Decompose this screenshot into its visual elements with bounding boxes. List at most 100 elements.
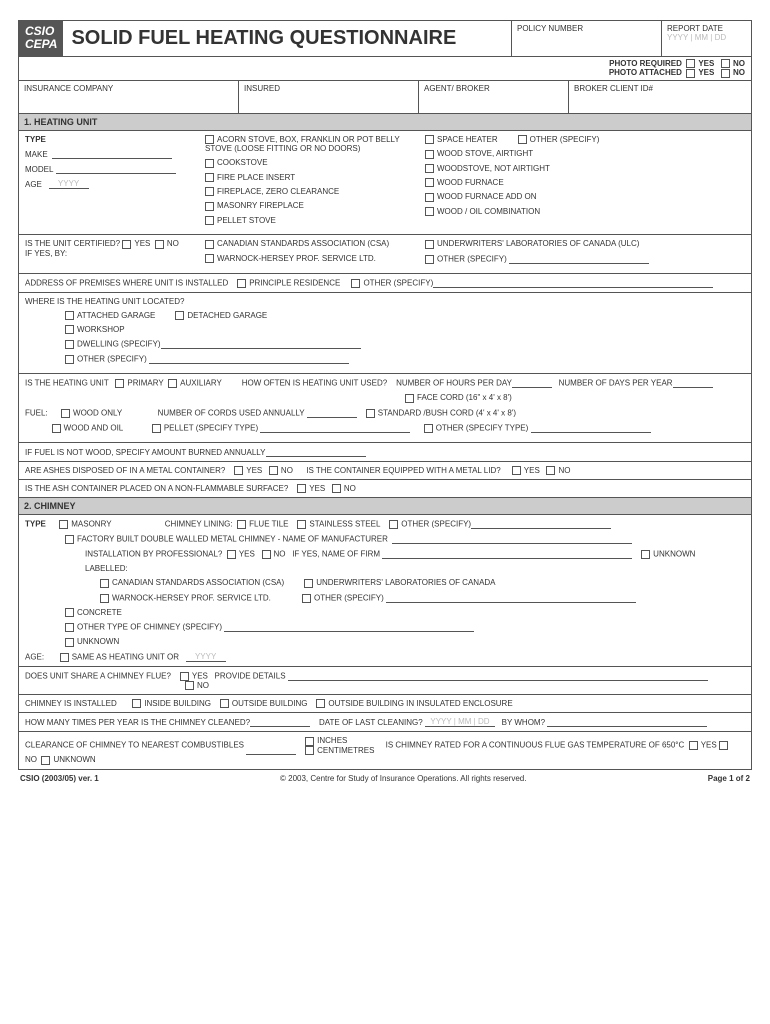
outside-ins-checkbox[interactable] bbox=[316, 699, 325, 708]
checkbox[interactable] bbox=[205, 135, 214, 144]
surface-no-checkbox[interactable] bbox=[332, 484, 341, 493]
other-chimney-checkbox[interactable] bbox=[65, 623, 74, 632]
same-as-checkbox[interactable] bbox=[60, 653, 69, 662]
checkbox[interactable] bbox=[425, 135, 434, 144]
times-input[interactable] bbox=[250, 717, 310, 727]
firm-input[interactable] bbox=[382, 549, 632, 559]
dwelling-input[interactable] bbox=[161, 339, 361, 349]
other-lining-checkbox[interactable] bbox=[389, 520, 398, 529]
certified-yes-checkbox[interactable] bbox=[122, 240, 131, 249]
other-lining-input[interactable] bbox=[471, 519, 611, 529]
face-cord-checkbox[interactable] bbox=[405, 394, 414, 403]
wood-oil-checkbox[interactable] bbox=[52, 424, 61, 433]
factory-input[interactable] bbox=[392, 534, 632, 544]
broker-id-cell[interactable]: BROKER CLIENT ID# bbox=[569, 81, 751, 113]
other-label-input[interactable] bbox=[386, 593, 636, 603]
checkbox[interactable] bbox=[205, 159, 214, 168]
checkbox[interactable] bbox=[65, 340, 74, 349]
cords-input[interactable] bbox=[307, 408, 357, 418]
surface-yes-checkbox[interactable] bbox=[297, 484, 306, 493]
other-chimney-input[interactable] bbox=[224, 622, 474, 632]
checkbox[interactable] bbox=[205, 187, 214, 196]
cm-checkbox[interactable] bbox=[305, 746, 314, 755]
checkbox[interactable] bbox=[205, 173, 214, 182]
agent-cell[interactable]: AGENT/ BROKER bbox=[419, 81, 569, 113]
policy-number-cell[interactable]: POLICY NUMBER bbox=[511, 21, 661, 56]
checkbox[interactable] bbox=[425, 207, 434, 216]
checkbox[interactable] bbox=[425, 240, 434, 249]
inside-checkbox[interactable] bbox=[132, 699, 141, 708]
masonry-checkbox[interactable] bbox=[59, 520, 68, 529]
checkbox[interactable] bbox=[425, 164, 434, 173]
lid-no-checkbox[interactable] bbox=[546, 466, 555, 475]
other-loc-input[interactable] bbox=[149, 354, 349, 364]
flue-yes-checkbox[interactable] bbox=[689, 741, 698, 750]
photo-attached-no-checkbox[interactable] bbox=[721, 69, 730, 78]
last-clean-input[interactable]: YYYY | MM | DD bbox=[425, 717, 495, 727]
flue-unknown-checkbox[interactable] bbox=[41, 756, 50, 765]
flue-no-checkbox[interactable] bbox=[719, 741, 728, 750]
checkbox[interactable] bbox=[425, 255, 434, 264]
checkbox[interactable] bbox=[425, 150, 434, 159]
concrete-checkbox[interactable] bbox=[65, 608, 74, 617]
other-fuel-checkbox[interactable] bbox=[424, 424, 433, 433]
insurance-company-cell[interactable]: INSURANCE COMPANY bbox=[19, 81, 239, 113]
other-label-checkbox[interactable] bbox=[302, 594, 311, 603]
details-input[interactable] bbox=[288, 671, 708, 681]
checkbox[interactable] bbox=[205, 216, 214, 225]
checkbox[interactable] bbox=[175, 311, 184, 320]
other-fuel-input[interactable] bbox=[531, 423, 651, 433]
ulc-checkbox[interactable] bbox=[304, 579, 313, 588]
checkbox[interactable] bbox=[65, 325, 74, 334]
install-no-checkbox[interactable] bbox=[262, 550, 271, 559]
pellet-input[interactable] bbox=[260, 423, 410, 433]
checkbox[interactable] bbox=[205, 202, 214, 211]
lid-yes-checkbox[interactable] bbox=[512, 466, 521, 475]
ashes-no-checkbox[interactable] bbox=[269, 466, 278, 475]
ashes-yes-checkbox[interactable] bbox=[234, 466, 243, 475]
insured-cell[interactable]: INSURED bbox=[239, 81, 419, 113]
not-wood-input[interactable] bbox=[266, 447, 366, 457]
checkbox[interactable] bbox=[518, 135, 527, 144]
inches-checkbox[interactable] bbox=[305, 737, 314, 746]
checkbox[interactable] bbox=[205, 254, 214, 263]
days-input[interactable] bbox=[673, 378, 713, 388]
checkbox[interactable] bbox=[205, 240, 214, 249]
auxiliary-checkbox[interactable] bbox=[168, 379, 177, 388]
clearance-input[interactable] bbox=[246, 745, 296, 755]
warnock-checkbox[interactable] bbox=[100, 594, 109, 603]
certified-no-checkbox[interactable] bbox=[155, 240, 164, 249]
checkbox[interactable] bbox=[65, 311, 74, 320]
install-unknown-checkbox[interactable] bbox=[641, 550, 650, 559]
principle-checkbox[interactable] bbox=[237, 279, 246, 288]
by-whom-input[interactable] bbox=[547, 717, 707, 727]
model-input[interactable] bbox=[56, 164, 176, 174]
age-input[interactable]: YYYY bbox=[49, 179, 89, 189]
share-no-checkbox[interactable] bbox=[185, 681, 194, 690]
wood-only-checkbox[interactable] bbox=[61, 409, 70, 418]
report-date-cell[interactable]: REPORT DATE YYYY | MM | DD bbox=[661, 21, 751, 56]
chimney-age-input[interactable]: YYYY bbox=[186, 652, 226, 662]
primary-checkbox[interactable] bbox=[115, 379, 124, 388]
other-addr-checkbox[interactable] bbox=[351, 279, 360, 288]
share-yes-checkbox[interactable] bbox=[180, 672, 189, 681]
make-input[interactable] bbox=[52, 149, 172, 159]
stainless-checkbox[interactable] bbox=[297, 520, 306, 529]
photo-attached-yes-checkbox[interactable] bbox=[686, 69, 695, 78]
photo-required-yes-checkbox[interactable] bbox=[686, 59, 695, 68]
other-cert-input[interactable] bbox=[509, 254, 649, 264]
other-addr-input[interactable] bbox=[433, 278, 713, 288]
outside-checkbox[interactable] bbox=[220, 699, 229, 708]
std-cord-checkbox[interactable] bbox=[366, 409, 375, 418]
factory-checkbox[interactable] bbox=[65, 535, 74, 544]
photo-required-no-checkbox[interactable] bbox=[721, 59, 730, 68]
csa-checkbox[interactable] bbox=[100, 579, 109, 588]
hrs-input[interactable] bbox=[512, 378, 552, 388]
checkbox[interactable] bbox=[65, 355, 74, 364]
flue-tile-checkbox[interactable] bbox=[237, 520, 246, 529]
checkbox[interactable] bbox=[425, 193, 434, 202]
install-yes-checkbox[interactable] bbox=[227, 550, 236, 559]
checkbox[interactable] bbox=[425, 178, 434, 187]
pellet-checkbox[interactable] bbox=[152, 424, 161, 433]
unknown-chimney-checkbox[interactable] bbox=[65, 638, 74, 647]
